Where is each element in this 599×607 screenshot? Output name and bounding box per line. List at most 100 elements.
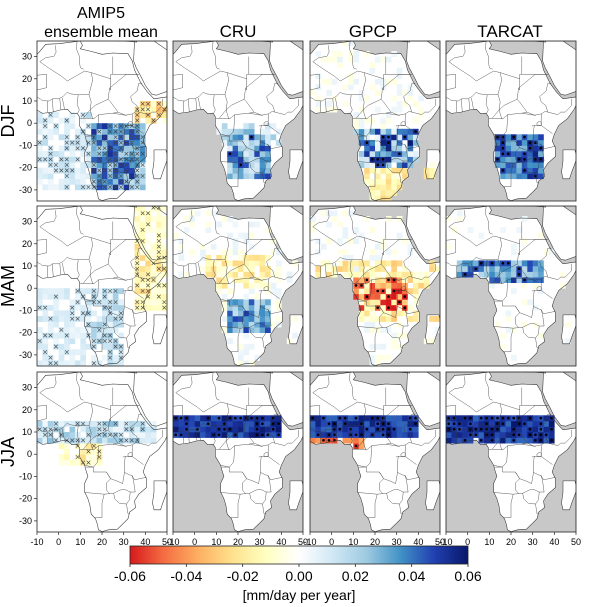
significance-dot bbox=[414, 130, 417, 133]
trend-cell bbox=[254, 254, 260, 261]
trend-cell bbox=[494, 432, 501, 438]
significance-cross bbox=[75, 316, 80, 321]
country-border bbox=[85, 445, 99, 468]
significance-dot bbox=[485, 422, 488, 426]
country-border bbox=[248, 113, 262, 116]
trend-cell bbox=[391, 343, 397, 350]
trend-cell bbox=[331, 210, 338, 217]
significance-dot bbox=[392, 289, 396, 293]
significance-dot bbox=[403, 295, 407, 298]
trend-cell bbox=[139, 432, 146, 438]
trend-cell bbox=[139, 184, 146, 191]
trend-cell bbox=[396, 134, 403, 141]
trend-cell bbox=[500, 162, 506, 168]
column-title: CRU bbox=[220, 22, 257, 41]
country-border bbox=[267, 290, 280, 299]
country-border bbox=[173, 91, 226, 102]
trend-cell bbox=[358, 156, 365, 163]
trend-cell bbox=[342, 266, 349, 272]
trend-cell bbox=[505, 310, 512, 317]
trend-cell bbox=[310, 426, 316, 433]
trend-cell bbox=[173, 426, 179, 433]
panel-frame bbox=[309, 40, 441, 202]
significance-dot bbox=[387, 422, 390, 426]
significance-cross bbox=[43, 305, 48, 310]
trend-cell bbox=[243, 134, 250, 141]
trend-cell bbox=[80, 327, 86, 333]
significance-dot bbox=[217, 416, 221, 420]
significance-dot bbox=[479, 261, 483, 265]
x-tick-label: 30 bbox=[392, 537, 402, 547]
trend-cell bbox=[161, 221, 167, 228]
significance-dot bbox=[479, 427, 483, 431]
significance-dot bbox=[512, 433, 515, 437]
trend-cell bbox=[380, 189, 387, 196]
y-tick-label: -10 bbox=[19, 140, 32, 150]
trend-cell bbox=[248, 288, 255, 295]
trend-cell bbox=[407, 139, 414, 146]
country-border bbox=[361, 72, 366, 95]
trend-cell bbox=[80, 162, 86, 168]
trend-cell bbox=[342, 426, 349, 433]
trend-cell bbox=[259, 134, 266, 141]
trend-cell bbox=[412, 293, 419, 300]
trend-cell bbox=[375, 299, 381, 306]
trend-cell bbox=[80, 426, 86, 433]
country-border bbox=[497, 72, 502, 95]
trend-cell bbox=[326, 415, 332, 422]
country-border bbox=[173, 74, 183, 91]
country-border bbox=[386, 489, 404, 505]
trend-cell bbox=[369, 288, 376, 295]
trend-cell bbox=[96, 332, 103, 339]
land bbox=[542, 41, 576, 96]
trend-cell bbox=[232, 156, 239, 163]
significance-dot bbox=[381, 422, 385, 426]
significance-cross bbox=[48, 333, 53, 338]
trend-cell bbox=[221, 327, 228, 333]
trend-cell bbox=[58, 145, 65, 152]
trend-cell bbox=[462, 432, 468, 438]
trend-cell bbox=[232, 420, 239, 427]
trend-cell bbox=[500, 343, 506, 350]
significance-dot bbox=[458, 422, 461, 426]
trend-cell bbox=[505, 277, 512, 283]
arabia-coastline bbox=[269, 372, 303, 427]
trend-cell bbox=[37, 112, 43, 118]
significance-cross bbox=[102, 421, 107, 426]
significance-dot bbox=[550, 427, 553, 431]
significance-dot bbox=[469, 416, 472, 420]
country-border bbox=[352, 440, 364, 450]
trend-cell bbox=[85, 304, 92, 311]
trend-cell bbox=[85, 173, 92, 180]
trend-cell bbox=[396, 271, 403, 278]
y-tick-label: 20 bbox=[22, 74, 32, 84]
significance-dot bbox=[512, 135, 515, 139]
trend-cell bbox=[227, 432, 233, 438]
trend-cell bbox=[139, 178, 146, 185]
trend-cell bbox=[161, 227, 167, 233]
significance-cross bbox=[140, 427, 145, 432]
trend-cell bbox=[96, 316, 103, 322]
significance-dot bbox=[255, 433, 259, 437]
panel-jja-1: -10 0 10 20 30 40 50 bbox=[166, 371, 308, 547]
trend-cell bbox=[221, 134, 228, 141]
trend-cell bbox=[391, 299, 397, 306]
trend-cell bbox=[543, 420, 550, 427]
country-border bbox=[357, 299, 388, 329]
trend-cell bbox=[134, 221, 141, 228]
trend-cell bbox=[189, 415, 195, 422]
trend-cell bbox=[238, 173, 244, 180]
trend-cell bbox=[161, 249, 167, 256]
trend-cell bbox=[320, 420, 327, 427]
trend-cell bbox=[107, 420, 114, 427]
significance-dot bbox=[501, 152, 505, 156]
trend-cell bbox=[221, 271, 228, 278]
x-tick-label: 30 bbox=[119, 537, 129, 547]
trend-cell bbox=[270, 321, 277, 328]
trend-cell bbox=[337, 221, 343, 228]
panel-frame bbox=[172, 205, 304, 367]
trend-cell bbox=[64, 316, 70, 322]
significance-cross bbox=[156, 206, 161, 210]
trend-cell bbox=[412, 139, 419, 146]
trend-cell bbox=[123, 184, 130, 191]
